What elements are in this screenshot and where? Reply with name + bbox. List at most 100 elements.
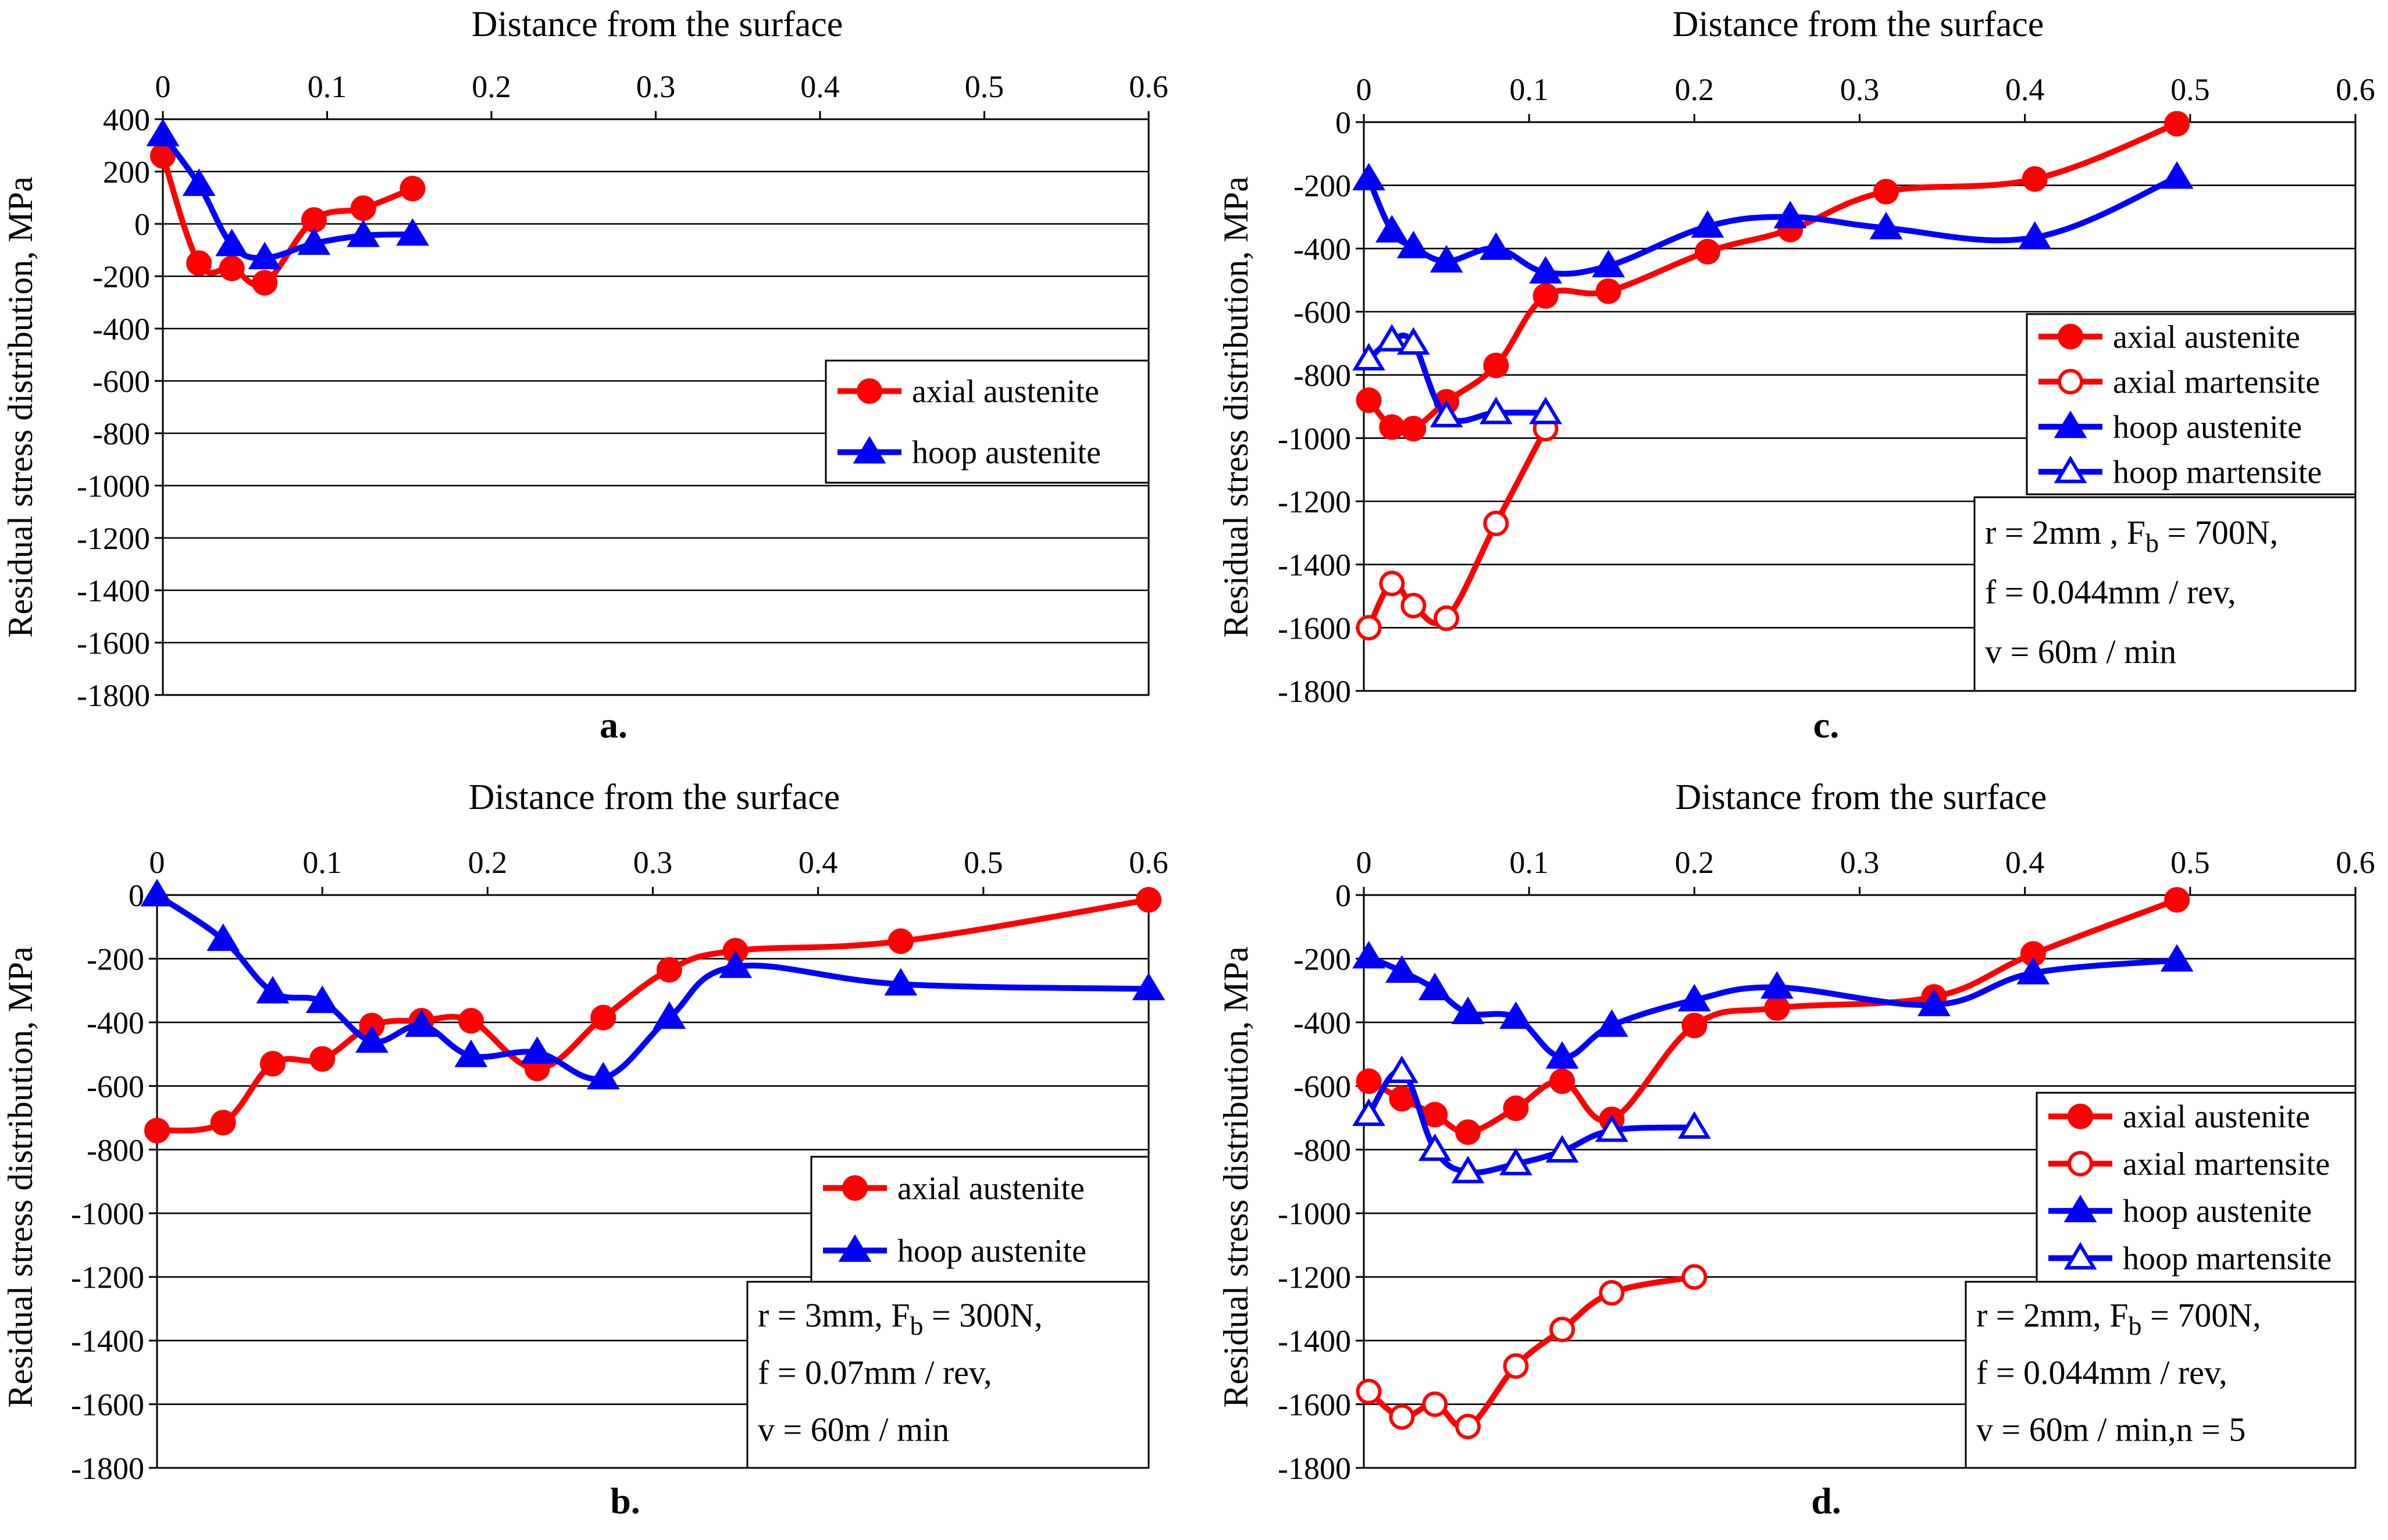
- y-tick-label: -1200: [1278, 484, 1351, 519]
- chart-panel-d: 0 0.1 0.2 0.3 0.4 0.5 0.6 0 -200 -400 -600 -800 -100…: [1216, 770, 2388, 1540]
- parameter-box-frame: [1973, 496, 2357, 692]
- x-tick-label: 0.3: [1840, 845, 1880, 880]
- data-point-hoop-austenite: [297, 227, 331, 255]
- legend-item-hoop-austenite: hoop austenite: [2048, 1193, 2312, 1229]
- legend-item-axial-austenite: axial austenite: [823, 1171, 1085, 1207]
- y-tick-label: -200: [1293, 942, 1351, 976]
- panel-label: a.: [600, 704, 628, 746]
- data-point-hoop-austenite: [719, 950, 752, 978]
- data-point-hoop-austenite: [1132, 972, 1166, 1000]
- data-point-hoop-austenite: [1677, 983, 1711, 1012]
- y-tick-label: -1600: [1278, 611, 1351, 646]
- y-tick-label: 0: [1335, 105, 1351, 140]
- y-tick-label: -1200: [71, 1260, 144, 1295]
- y-tick-label: 0: [1335, 878, 1351, 913]
- parameter-box: r = 2mm, Fb = 700N, f = 0.044mm / rev, v =…: [1965, 1281, 2357, 1469]
- data-point-hoop-austenite: [2018, 221, 2052, 249]
- y-tick-label: -800: [87, 1133, 144, 1168]
- y-tick-label: -400: [92, 312, 150, 347]
- x-tick-label: 0.5: [964, 845, 1003, 880]
- data-point-hoop-austenite: [1451, 996, 1485, 1024]
- parameter-line-2: f = 0.044mm / rev,: [1985, 573, 2236, 611]
- data-point-hoop-austenite: [2160, 944, 2194, 972]
- series-axial-martensite: [1356, 1264, 1708, 1439]
- series-hoop-austenite: [1352, 940, 2194, 1069]
- chart-svg-c: 0 0.1 0.2 0.3 0.4 0.5 0.6 0 -200 -400 -600 -800 -100…: [1217, 5, 2375, 746]
- x-tick-label: 0: [1356, 845, 1372, 880]
- x-tick-label: 0.4: [2005, 845, 2045, 880]
- data-point-axial-austenite: [1681, 1013, 1708, 1039]
- y-tick-label: -1800: [1278, 1451, 1351, 1486]
- legend-item-axial-austenite: axial austenite: [837, 374, 1099, 410]
- series-hoop-austenite: [140, 879, 1166, 1090]
- x-tick-label: 0.3: [1840, 72, 1880, 107]
- y-tick-label: -1800: [71, 1451, 144, 1486]
- data-point-hoop-austenite: [884, 968, 918, 996]
- x-tick-label: 0.5: [965, 69, 1004, 104]
- data-point-hoop-martensite: [1479, 397, 1513, 425]
- legend-marker-axial-austenite: [857, 378, 882, 404]
- data-point-hoop-martensite: [1375, 324, 1409, 352]
- series-hoop-martensite: [1352, 324, 1562, 427]
- data-point-hoop-austenite: [2016, 957, 2050, 985]
- y-axis-title: Residual stress distribution, MPa: [1, 176, 40, 637]
- data-point-hoop-martensite: [1499, 1147, 1532, 1175]
- data-point-hoop-austenite: [1479, 232, 1513, 260]
- panel-label: b.: [610, 1480, 640, 1521]
- chart-panel-c: 0 0.1 0.2 0.3 0.4 0.5 0.6 0 -200 -400 -600 -800 -100…: [1216, 0, 2388, 770]
- data-point-hoop-austenite: [305, 985, 339, 1013]
- data-point-hoop-austenite: [1691, 210, 1724, 238]
- series-line-axial-austenite: [1366, 120, 2180, 434]
- data-point-axial-austenite: [590, 1004, 616, 1031]
- data-point-axial-austenite: [1695, 238, 1721, 265]
- legend-label: axial austenite: [897, 1171, 1085, 1207]
- y-tick-label: -1000: [1278, 1196, 1351, 1231]
- data-point-hoop-austenite: [1418, 972, 1452, 1000]
- y-axis-ticks: 0 -200 -400 -600 -800 -1000 -1200 -1400 -1600 -18…: [71, 878, 157, 1486]
- x-tick-label: 0.1: [1509, 845, 1549, 880]
- legend-marker-axial-austenite: [842, 1175, 868, 1201]
- y-tick-label: -800: [1293, 1133, 1351, 1168]
- legend-item-hoop-austenite: hoop austenite: [2038, 409, 2302, 445]
- data-point-hoop-austenite: [146, 119, 180, 147]
- y-tick-label: -200: [1293, 169, 1351, 204]
- y-tick-label: -1400: [71, 1324, 144, 1359]
- series-hoop-austenite: [146, 119, 429, 269]
- x-tick-label: 0.4: [800, 69, 840, 104]
- parameter-line-3: v = 60m / min,n = 5: [1976, 1411, 2246, 1449]
- legend-frame: [2036, 1092, 2357, 1283]
- x-tick-label: 0.5: [2170, 72, 2210, 107]
- x-axis-title: Distance from the surface: [472, 5, 843, 44]
- data-point-axial-martensite: [1356, 1378, 1382, 1404]
- x-axis-ticks: 0 0.1 0.2 0.3 0.4 0.5 0.6: [155, 69, 1168, 119]
- data-point-axial-martensite: [1503, 1353, 1529, 1379]
- chart-panel-b: 0 0.1 0.2 0.3 0.4 0.5 0.6 0 -200 -400 -600 -800 -100…: [0, 770, 1194, 1540]
- y-tick-label: -200: [87, 942, 144, 976]
- data-point-axial-austenite: [1483, 352, 1509, 379]
- x-axis-ticks: 0 0.1 0.2 0.3 0.4 0.5 0.6: [1356, 845, 2375, 895]
- data-point-axial-austenite: [186, 250, 212, 276]
- legend: axial austenite axial martensite hoop aust…: [2026, 313, 2357, 495]
- x-tick-label: 0.1: [302, 845, 342, 880]
- legend: axial austenite hoop austenite: [825, 359, 1150, 484]
- data-point-hoop-austenite: [1529, 256, 1562, 284]
- data-point-hoop-austenite: [355, 1025, 389, 1053]
- x-axis-title: Distance from the surface: [1676, 778, 2047, 817]
- data-point-hoop-martensite: [1352, 1098, 1385, 1127]
- series-axial-austenite: [1356, 110, 2190, 442]
- legend-label: axial martensite: [2123, 1146, 2330, 1182]
- y-tick-label: -1400: [1278, 548, 1351, 583]
- parameter-line-2: f = 0.07mm / rev,: [758, 1353, 992, 1391]
- data-point-hoop-martensite: [1396, 327, 1430, 355]
- x-tick-label: 0.6: [2336, 72, 2375, 107]
- x-tick-label: 0.3: [633, 845, 673, 880]
- y-tick-label: -600: [92, 364, 150, 399]
- chart-svg-a: 0 0.1 0.2 0.3 0.4 0.5 0.6 400 200 0 -200 -400 -600 -8…: [1, 5, 1168, 746]
- legend-frame: [2026, 313, 2357, 495]
- data-point-hoop-austenite: [405, 1009, 439, 1037]
- parameter-line-2: f = 0.044mm / rev,: [1976, 1353, 2227, 1391]
- y-tick-label: -1000: [1278, 421, 1351, 456]
- parameter-line-3: v = 60m / min: [1985, 633, 2176, 671]
- legend-item-hoop-austenite: hoop austenite: [823, 1233, 1086, 1269]
